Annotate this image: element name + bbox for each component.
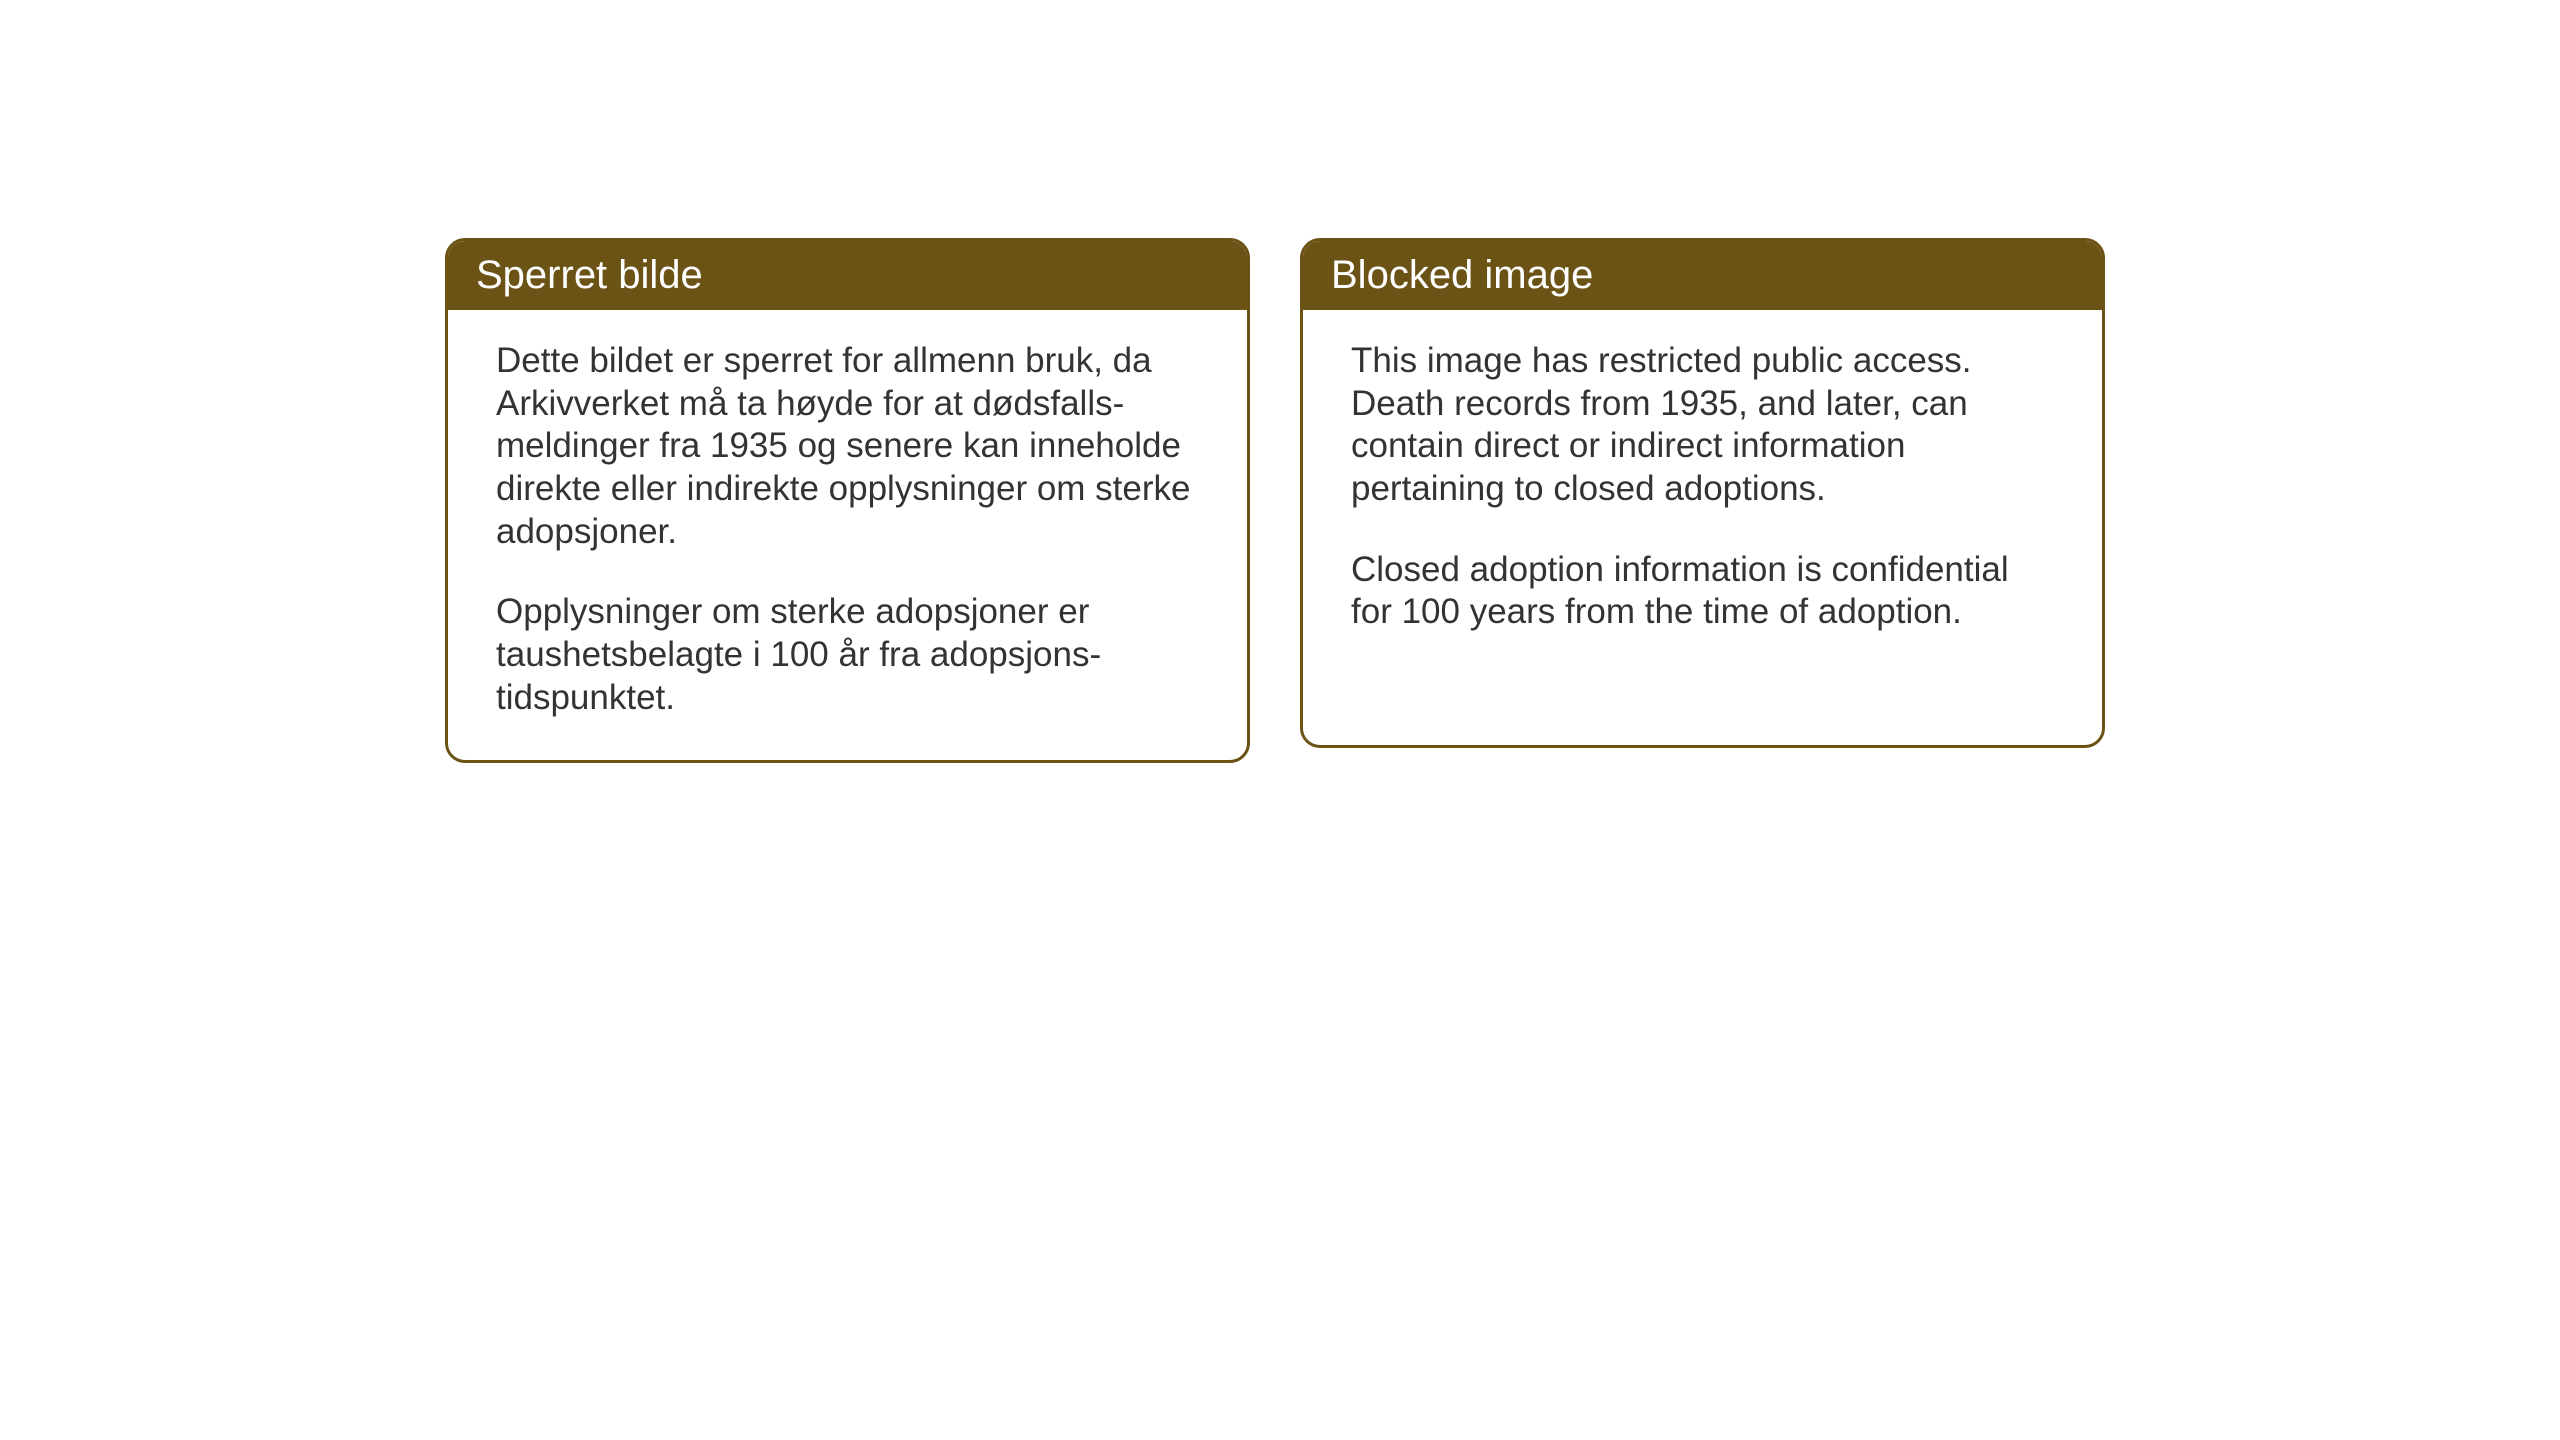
- notice-box-english: Blocked image This image has restricted …: [1300, 238, 2105, 748]
- notice-title-norwegian: Sperret bilde: [476, 253, 703, 297]
- notice-body-norwegian: Dette bildet er sperret for allmenn bruk…: [448, 310, 1247, 760]
- notice-para1-english: This image has restricted public access.…: [1351, 340, 2054, 511]
- notice-para2-norwegian: Opplysninger om sterke adopsjoner er tau…: [496, 591, 1199, 719]
- notice-body-english: This image has restricted public access.…: [1303, 310, 2102, 674]
- notice-para1-norwegian: Dette bildet er sperret for allmenn bruk…: [496, 340, 1199, 553]
- notice-header-norwegian: Sperret bilde: [448, 241, 1247, 310]
- notice-header-english: Blocked image: [1303, 241, 2102, 310]
- notice-box-norwegian: Sperret bilde Dette bildet er sperret fo…: [445, 238, 1250, 763]
- notice-container: Sperret bilde Dette bildet er sperret fo…: [445, 238, 2105, 763]
- notice-para2-english: Closed adoption information is confident…: [1351, 549, 2054, 634]
- notice-title-english: Blocked image: [1331, 253, 1593, 297]
